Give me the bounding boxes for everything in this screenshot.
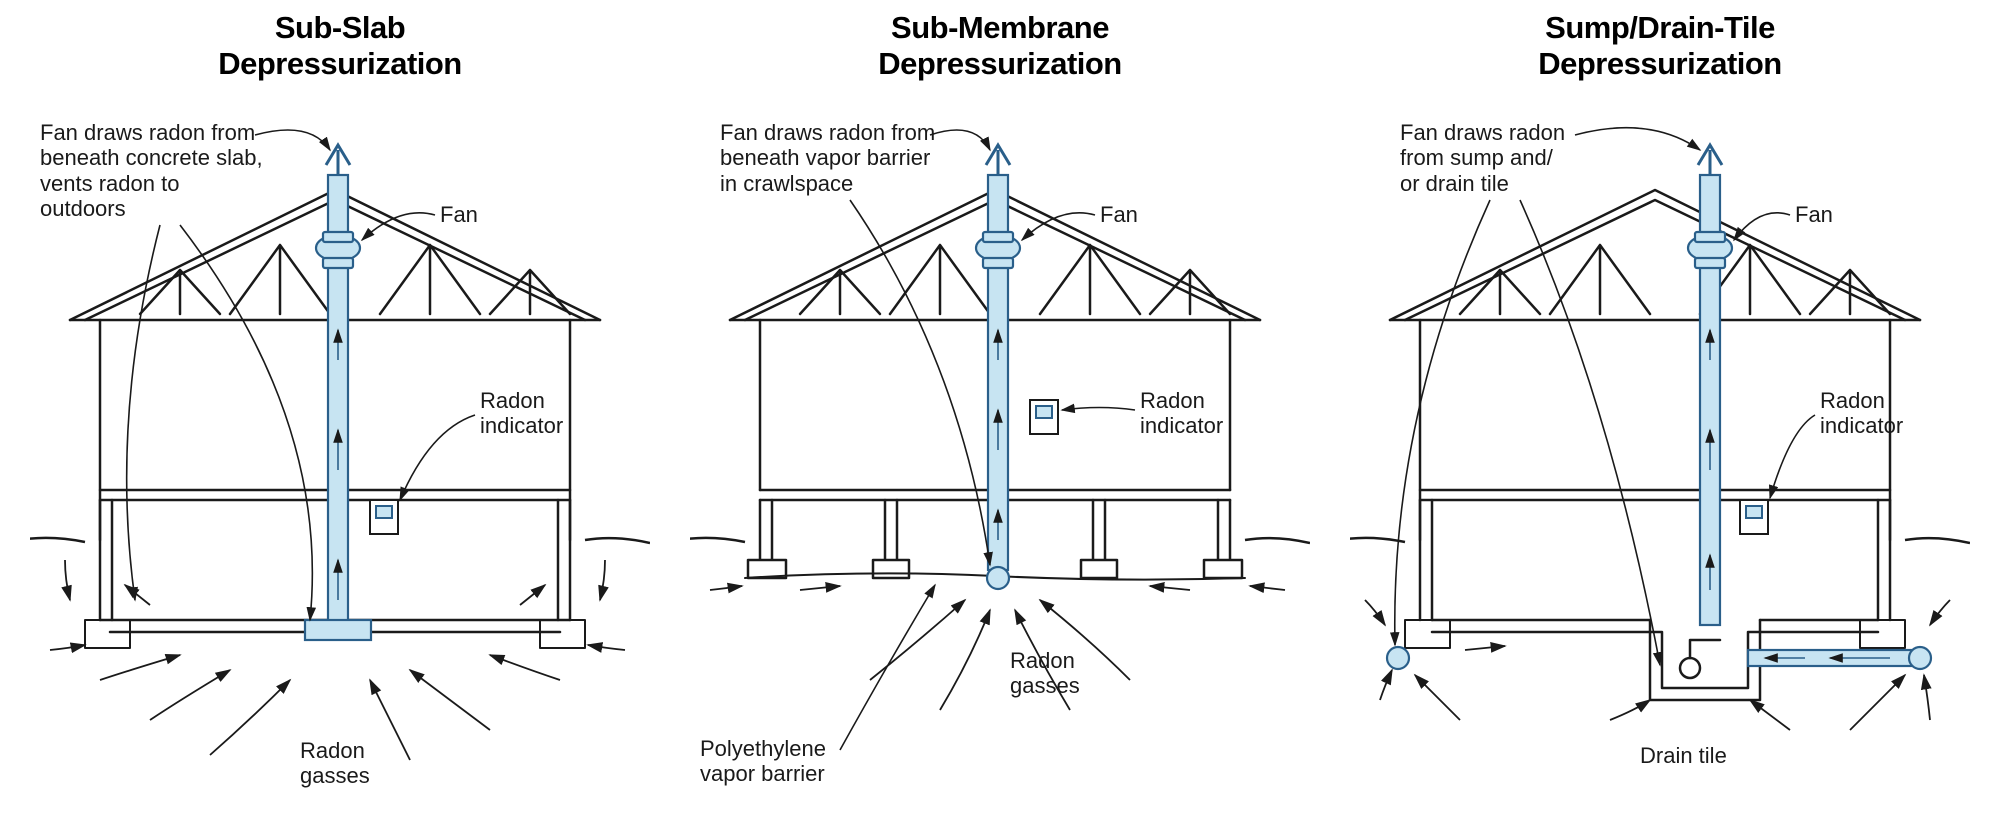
diagram-page: Sub-Slab Depressurization	[0, 0, 2000, 824]
annot-radon-indicator: Radon indicator	[1820, 388, 1903, 439]
annot-fan-desc: Fan draws radon from beneath concrete sl…	[40, 120, 263, 221]
annot-radon-gasses: Radon gasses	[1010, 648, 1080, 699]
annot-fan: Fan	[440, 202, 478, 227]
radon-indicator-icon	[1740, 500, 1768, 534]
vent-pipe	[1688, 145, 1732, 625]
annot-radon-indicator: Radon indicator	[480, 388, 563, 439]
house-outline	[1390, 190, 1920, 700]
annot-fan: Fan	[1795, 202, 1833, 227]
panel-sub-membrane: Sub-Membrane Depressurization	[690, 0, 1310, 824]
annot-radon-indicator: Radon indicator	[1140, 388, 1223, 439]
panel-sump-drain: Sump/Drain-Tile Depressurization	[1350, 0, 1970, 824]
annot-vapor-barrier: Polyethylene vapor barrier	[700, 736, 826, 787]
annot-radon-gasses: Radon gasses	[300, 738, 370, 789]
annot-fan-desc: Fan draws radon from beneath vapor barri…	[720, 120, 935, 196]
radon-indicator-icon	[1030, 400, 1058, 434]
annot-fan-desc: Fan draws radon from sump and/ or drain …	[1400, 120, 1565, 196]
annot-drain-tile: Drain tile	[1640, 743, 1727, 768]
radon-indicator-icon	[370, 500, 398, 534]
radon-arrows	[870, 600, 1130, 710]
leaders	[1395, 128, 1815, 665]
annot-fan: Fan	[1100, 202, 1138, 227]
panel-sub-slab: Sub-Slab Depressurization	[30, 0, 650, 824]
